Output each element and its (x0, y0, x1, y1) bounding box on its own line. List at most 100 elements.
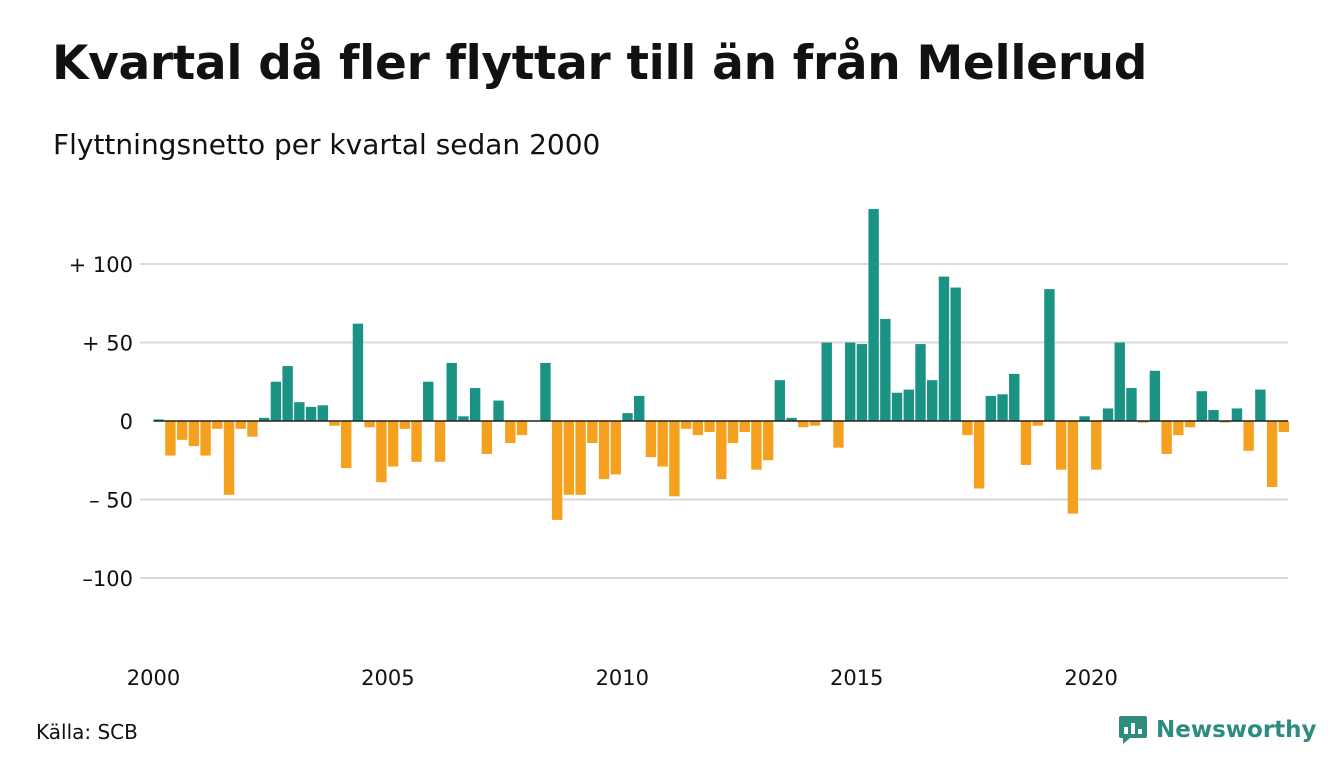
bar (868, 209, 879, 421)
bar (516, 421, 528, 436)
bar (680, 421, 692, 429)
bar (1255, 389, 1266, 421)
bar (856, 344, 868, 421)
bar (716, 421, 727, 480)
bar (258, 417, 270, 421)
bar (774, 380, 786, 421)
bar (1102, 408, 1114, 421)
bar (317, 405, 328, 421)
x-tick-label: 2010 (596, 666, 649, 690)
bar (411, 421, 422, 462)
bar (387, 421, 399, 467)
bar (1149, 370, 1161, 421)
brand[interactable]: Newsworthy (1118, 714, 1317, 746)
bar (352, 323, 364, 421)
bar (1009, 373, 1020, 421)
bar (469, 388, 481, 421)
bar (1173, 421, 1184, 436)
bar (973, 421, 985, 489)
bar (481, 421, 493, 454)
bar (1161, 421, 1172, 454)
chart-title: Kvartal då fler flyttar till än från Mel… (52, 36, 1148, 91)
bar (997, 394, 1008, 421)
y-tick-label: –100 (82, 567, 133, 591)
bar (634, 395, 645, 421)
bar (903, 389, 914, 421)
bar (739, 421, 750, 432)
bar (1091, 421, 1102, 470)
bar (364, 421, 375, 428)
bar (962, 421, 973, 436)
bar (165, 421, 176, 456)
bar (938, 276, 950, 421)
bar (950, 287, 961, 421)
bar (762, 421, 774, 461)
bar (282, 366, 293, 421)
bar (200, 421, 211, 456)
bars (153, 209, 1290, 520)
bar (833, 421, 844, 448)
bar (1126, 388, 1137, 421)
bar (270, 381, 282, 421)
bar (669, 421, 680, 497)
y-tick-label: + 50 (82, 332, 133, 356)
y-tick-label: 0 (120, 410, 133, 434)
y-tick-label: + 100 (69, 253, 133, 277)
bar (1231, 408, 1243, 421)
bar-chart: + 100 + 50 0 – 50 –100 2000 2005 2010 2015 2020 (69, 209, 1290, 690)
bar (915, 344, 926, 421)
bar (1243, 421, 1254, 451)
bar (1184, 421, 1196, 428)
bar (176, 421, 188, 440)
bar (809, 421, 821, 426)
bar (610, 421, 621, 475)
bar (223, 421, 235, 495)
newsworthy-logo-icon (1119, 716, 1147, 744)
bar (294, 402, 305, 421)
bar (540, 362, 551, 421)
bar (1137, 421, 1149, 423)
bar (235, 421, 246, 429)
bar (844, 342, 856, 421)
bar (786, 417, 797, 421)
bar (622, 413, 633, 421)
bar (1055, 421, 1067, 470)
bar (1266, 421, 1278, 487)
bar (423, 381, 434, 421)
bar (1020, 421, 1032, 465)
bar (1032, 421, 1043, 426)
bar (587, 421, 598, 443)
bar (798, 421, 809, 428)
bar (598, 421, 610, 480)
y-tick-label: – 50 (89, 489, 133, 513)
bar (153, 419, 164, 421)
bar (376, 421, 387, 483)
bar (821, 342, 832, 421)
bar (434, 421, 446, 462)
bar (563, 421, 575, 495)
bar (1079, 416, 1090, 421)
bar (1044, 289, 1055, 421)
source-note: Källa: SCB (36, 720, 138, 744)
bar (727, 421, 739, 443)
bar (329, 421, 340, 426)
bar (341, 421, 352, 469)
x-axis-tick-labels: 2000 2005 2010 2015 2020 (127, 666, 1118, 690)
bar (1278, 421, 1290, 432)
bar (575, 421, 586, 495)
x-tick-label: 2005 (361, 666, 414, 690)
bar (751, 421, 762, 470)
brand-name: Newsworthy (1156, 717, 1317, 743)
bar (704, 421, 715, 432)
bar (399, 421, 411, 429)
chart-subtitle: Flyttningsnetto per kvartal sedan 2000 (53, 128, 601, 161)
bar (493, 400, 504, 421)
x-tick-label: 2015 (830, 666, 883, 690)
bar (985, 395, 997, 421)
bar (1196, 391, 1207, 421)
bar (505, 421, 516, 443)
x-tick-label: 2020 (1064, 666, 1117, 690)
bar (1114, 342, 1125, 421)
bar (645, 421, 657, 458)
bar (1220, 421, 1231, 423)
